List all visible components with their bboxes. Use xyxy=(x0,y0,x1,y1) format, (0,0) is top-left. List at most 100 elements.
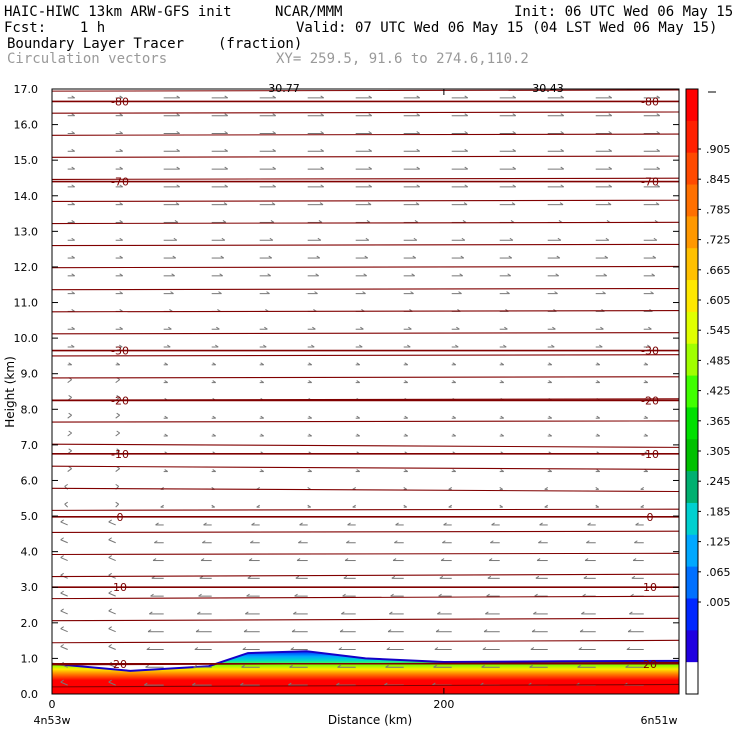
vector-head xyxy=(656,148,661,152)
y-tick-label: 1.0 xyxy=(21,652,39,665)
vector-head xyxy=(115,501,119,505)
vector-head xyxy=(256,504,260,508)
vector-head xyxy=(464,148,468,152)
circulation-vector xyxy=(211,344,219,348)
vector-head xyxy=(608,148,613,152)
circulation-vector xyxy=(547,344,555,348)
vector-shaft xyxy=(60,681,68,686)
circulation-vector xyxy=(256,504,260,508)
vector-head xyxy=(539,522,543,526)
vector-head xyxy=(655,202,660,206)
circulation-vector xyxy=(307,291,318,295)
circulation-vector xyxy=(149,611,164,615)
vector-head xyxy=(531,629,536,633)
vector-head xyxy=(171,273,175,277)
colorbar: .905 .845 .785 .725 .665 .605 .545 .485 .425 .365… xyxy=(685,88,731,695)
circulation-vector xyxy=(67,202,75,206)
circulation-vector xyxy=(60,555,68,562)
vector-shaft xyxy=(115,432,120,437)
temperature-contour xyxy=(52,354,679,357)
vector-head xyxy=(176,148,180,152)
vector-head xyxy=(506,291,510,295)
contour-label: -10 xyxy=(641,448,659,461)
circulation-vector xyxy=(387,629,404,633)
vector-head xyxy=(529,664,533,668)
circulation-vector xyxy=(341,611,356,615)
circulation-vector xyxy=(67,237,75,241)
temperature-contour xyxy=(52,552,679,556)
vector-head xyxy=(559,202,564,206)
vector-head xyxy=(242,647,247,650)
circulation-vector xyxy=(211,291,222,295)
circulation-vector xyxy=(147,629,164,633)
vector-head xyxy=(155,522,159,526)
vector-head xyxy=(176,131,180,134)
vector-head xyxy=(481,664,485,668)
circulation-vector xyxy=(67,344,75,348)
circulation-vector xyxy=(211,95,228,99)
vector-head xyxy=(362,291,366,295)
vector-head xyxy=(268,255,273,259)
circulation-vector xyxy=(307,273,319,277)
circulation-vector xyxy=(499,433,504,437)
vector-head xyxy=(387,629,392,633)
temperature-contour xyxy=(52,683,679,688)
y-tick-label: 5.0 xyxy=(21,510,39,523)
vector-head xyxy=(632,558,637,561)
circulation-vector xyxy=(451,220,467,223)
vector-head xyxy=(272,166,276,170)
circulation-vector xyxy=(451,131,468,134)
circulation-vector xyxy=(211,148,228,152)
circulation-vector xyxy=(337,664,356,668)
vector-head xyxy=(548,469,552,472)
vector-head xyxy=(262,344,267,348)
circulation-vector xyxy=(352,504,356,508)
circulation-vector xyxy=(499,148,516,152)
vector-head xyxy=(71,237,75,241)
plot-frame xyxy=(51,88,680,695)
circulation-vector xyxy=(595,148,613,152)
vector-head xyxy=(560,95,564,99)
circulation-vector xyxy=(152,558,164,562)
circulation-vector xyxy=(115,131,123,134)
vector-head xyxy=(118,344,123,348)
circulation-vector xyxy=(538,540,548,544)
vector-head xyxy=(336,682,340,686)
vector-head xyxy=(512,184,516,188)
temperature-contour xyxy=(52,443,679,448)
circulation-vector xyxy=(499,237,514,241)
circulation-vector xyxy=(389,611,404,615)
vector-head xyxy=(648,326,652,330)
vector-head xyxy=(452,380,456,384)
circulation-vector xyxy=(67,95,75,99)
vector-shaft xyxy=(67,432,72,437)
circulation-vector xyxy=(115,430,120,437)
circulation-vector xyxy=(448,486,452,490)
circulation-vector xyxy=(67,273,75,277)
vector-head xyxy=(308,469,312,472)
circulation-vector xyxy=(67,148,75,152)
vector-head xyxy=(152,558,157,561)
vector-head xyxy=(317,237,322,241)
vector-head xyxy=(583,575,588,579)
vector-head xyxy=(512,131,516,134)
circulation-vector xyxy=(395,522,404,526)
vector-head xyxy=(389,611,393,615)
circulation-vector xyxy=(448,504,452,508)
y-tick-label: 7.0 xyxy=(21,439,39,452)
circulation-vector xyxy=(108,590,116,597)
vector-head xyxy=(119,131,123,134)
circulation-vector xyxy=(482,647,500,651)
circulation-vector xyxy=(403,202,420,206)
circulation-vector xyxy=(298,540,308,544)
vector-head xyxy=(435,629,440,633)
vector-head xyxy=(339,629,344,633)
vector-head xyxy=(294,593,298,597)
vector-head xyxy=(320,131,324,134)
circulation-vector xyxy=(355,184,372,188)
vector-head xyxy=(500,469,504,472)
circulation-vector xyxy=(394,540,404,544)
contour-label: 20 xyxy=(643,658,657,671)
circulation-vector xyxy=(339,629,356,633)
circulation-vector xyxy=(631,575,644,579)
